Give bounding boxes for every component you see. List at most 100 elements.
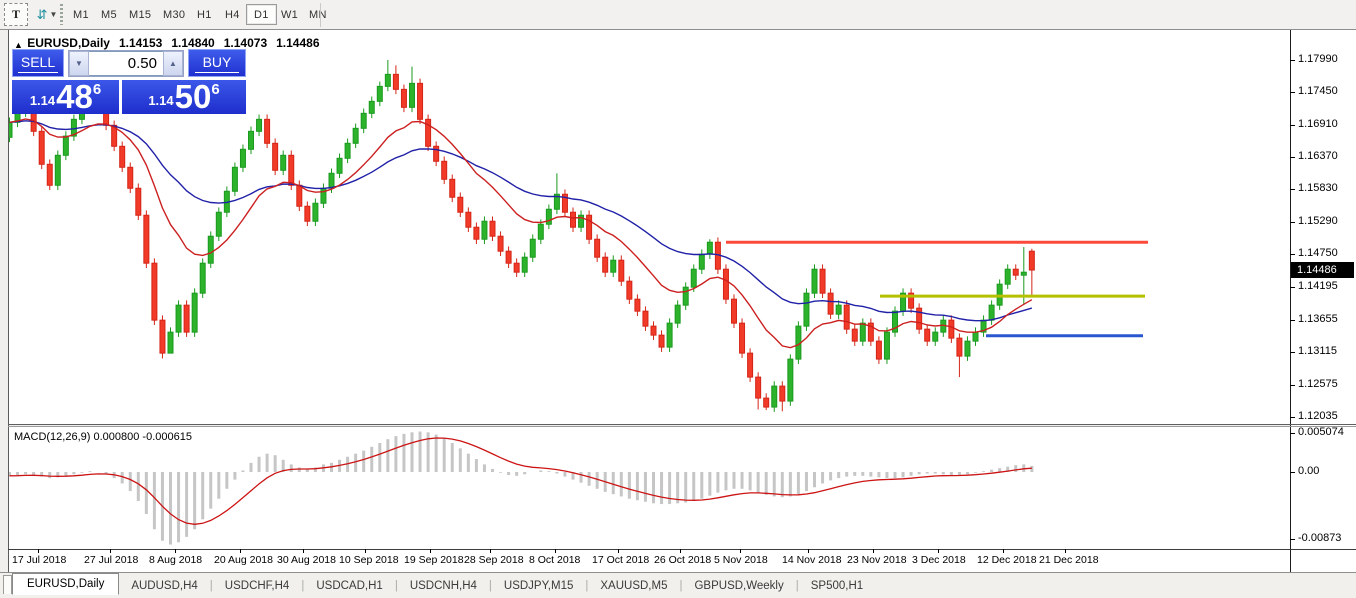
macd-axis-tick: [1290, 472, 1295, 473]
date-axis-label: 5 Nov 2018: [714, 554, 768, 566]
date-axis[interactable]: [9, 550, 1290, 572]
high-value: 1.14840: [171, 36, 215, 50]
date-axis-label: 17 Jul 2018: [12, 554, 67, 566]
date-axis-label: 14 Nov 2018: [782, 554, 842, 566]
sell-underline: [18, 71, 58, 73]
price-axis-tick: [1290, 319, 1295, 321]
buy-button-label: BUY: [202, 53, 232, 70]
cycle-arrows-icon: ⇵: [36, 6, 48, 22]
timeframe-button-m30[interactable]: M30: [163, 8, 186, 21]
volume-decrease-button[interactable]: ▼: [69, 51, 89, 76]
buy-button[interactable]: BUY: [188, 49, 246, 77]
tab-separator: |: [679, 579, 683, 592]
timeframe-button-h1[interactable]: H1: [197, 8, 212, 21]
quote-header: ▲ EURUSD,Daily 1.14153 1.14840 1.14073 1…: [14, 36, 320, 50]
timeframe-button-d1[interactable]: D1: [246, 4, 277, 25]
tab-separator: |: [394, 579, 398, 592]
timeframe-button-mn[interactable]: MN: [309, 8, 327, 21]
date-axis-tick: [110, 549, 111, 553]
buy-price-point: 6: [211, 81, 220, 98]
one-click-trading-panel: SELL ▼ 0.50 ▲ BUY 1.14 48 6 1.14 50 6: [12, 49, 246, 114]
price-axis-label: 1.12575: [1298, 377, 1338, 390]
date-axis-tick: [38, 549, 39, 553]
sell-price-point: 6: [92, 81, 102, 98]
date-axis-label: 23 Nov 2018: [847, 554, 907, 566]
timeframe-button-m5[interactable]: M5: [101, 8, 117, 21]
sell-price-display[interactable]: 1.14 48 6: [12, 80, 119, 114]
price-axis-label: 1.13115: [1298, 345, 1337, 358]
toolbar-grip[interactable]: [60, 4, 63, 25]
cycle-charts-button[interactable]: ⇵ ▼: [32, 3, 62, 26]
macd-axis-tick: [1290, 538, 1295, 540]
price-axis-tick: [1290, 287, 1295, 289]
chart-tab-gbpusd[interactable]: GBPUSD,Weekly: [694, 579, 784, 592]
tab-scroll-stub[interactable]: [3, 575, 12, 594]
price-axis-tick: [1290, 189, 1295, 191]
date-axis-label: 30 Aug 2018: [277, 554, 336, 566]
text-tool-button[interactable]: T: [4, 3, 28, 26]
chart-tab-usdchf[interactable]: USDCHF,H4: [224, 579, 290, 592]
sell-button[interactable]: SELL: [12, 49, 64, 77]
date-axis-label: 28 Sep 2018: [464, 554, 524, 566]
price-axis-tick: [1290, 416, 1295, 418]
price-axis-label: 1.14750: [1298, 247, 1338, 260]
chart-border-left: [8, 30, 9, 572]
price-axis-tick: [1290, 124, 1295, 126]
chart-tab-sp500[interactable]: SP500,H1: [810, 579, 864, 592]
timeframe-button-w1[interactable]: W1: [281, 8, 299, 21]
date-axis-label: 8 Oct 2018: [529, 554, 581, 566]
date-axis-label: 27 Jul 2018: [84, 554, 139, 566]
buy-price-display[interactable]: 1.14 50 6: [122, 80, 246, 114]
chart-tab-eurusd[interactable]: EURUSD,Daily: [12, 573, 120, 595]
chart-tab-usdcad[interactable]: USDCAD,H1: [316, 579, 383, 592]
tab-separator: |: [488, 579, 492, 592]
symbol-period-label: EURUSD,Daily: [27, 36, 110, 50]
macd-axis-tick: [1290, 433, 1295, 435]
date-axis-label: 17 Oct 2018: [592, 554, 650, 566]
chevron-down-icon: ▼: [49, 10, 58, 19]
date-axis-label: 26 Oct 2018: [654, 554, 712, 566]
date-axis-label: 10 Sep 2018: [339, 554, 399, 566]
date-axis-label: 8 Aug 2018: [149, 554, 203, 566]
price-axis-label: 1.16370: [1298, 150, 1338, 163]
sell-button-label: SELL: [20, 53, 56, 70]
price-axis-tick: [1290, 221, 1295, 223]
date-axis-label: 3 Dec 2018: [912, 554, 966, 566]
macd-axis-label: 0.005074: [1298, 426, 1344, 439]
date-axis-tick: [680, 549, 681, 553]
price-axis-label: 1.15290: [1298, 214, 1338, 227]
macd-axis-label: -0.00873: [1298, 531, 1342, 544]
volume-increase-button[interactable]: ▲: [163, 51, 183, 76]
chart-tab-xauusd[interactable]: XAUUSD,M5: [600, 579, 668, 592]
price-axis-tick: [1290, 157, 1295, 159]
price-axis-label: 1.15830: [1298, 182, 1338, 195]
timeframe-button-m15[interactable]: M15: [129, 8, 152, 21]
price-axis-tick: [1290, 352, 1295, 354]
price-axis[interactable]: [1291, 30, 1356, 572]
date-axis-tick: [555, 549, 556, 553]
pane-splitter[interactable]: [8, 424, 1356, 425]
expand-triangle-icon[interactable]: ▲: [14, 40, 23, 50]
price-axis-label: 1.17990: [1298, 52, 1338, 65]
chart-tab-bar: EURUSD,Daily AUDUSD,H4 | USDCHF,H4 | USDCAD,H…: [0, 572, 1356, 598]
chart-tab-usdcnh[interactable]: USDCNH,H4: [409, 579, 477, 592]
price-axis-label: 1.12035: [1298, 409, 1338, 422]
timeframe-button-h4[interactable]: H4: [225, 8, 240, 21]
volume-input[interactable]: 0.50: [89, 51, 163, 76]
date-axis-tick: [873, 549, 874, 553]
price-axis-label: 1.13655: [1298, 312, 1338, 325]
timeframe-button-m1[interactable]: M1: [73, 8, 89, 21]
volume-spinner: ▼ 0.50 ▲: [68, 50, 184, 77]
chart-tab-usdjpy[interactable]: USDJPY,M15: [503, 579, 574, 592]
macd-indicator-pane[interactable]: [9, 427, 1290, 549]
price-axis-tick: [1290, 254, 1295, 256]
date-axis-label: 19 Sep 2018: [404, 554, 464, 566]
chart-tab-audusd[interactable]: AUDUSD,H4: [131, 579, 198, 592]
price-axis-label: 1.17450: [1298, 85, 1338, 98]
price-axis-tick: [1290, 384, 1295, 386]
price-axis-tick: [1290, 59, 1295, 61]
pane-splitter-highlight: [8, 426, 1356, 427]
buy-price-prefix: 1.14: [148, 93, 174, 108]
buy-underline: [194, 71, 240, 73]
current-price-marker: 1.14486: [1291, 262, 1354, 279]
